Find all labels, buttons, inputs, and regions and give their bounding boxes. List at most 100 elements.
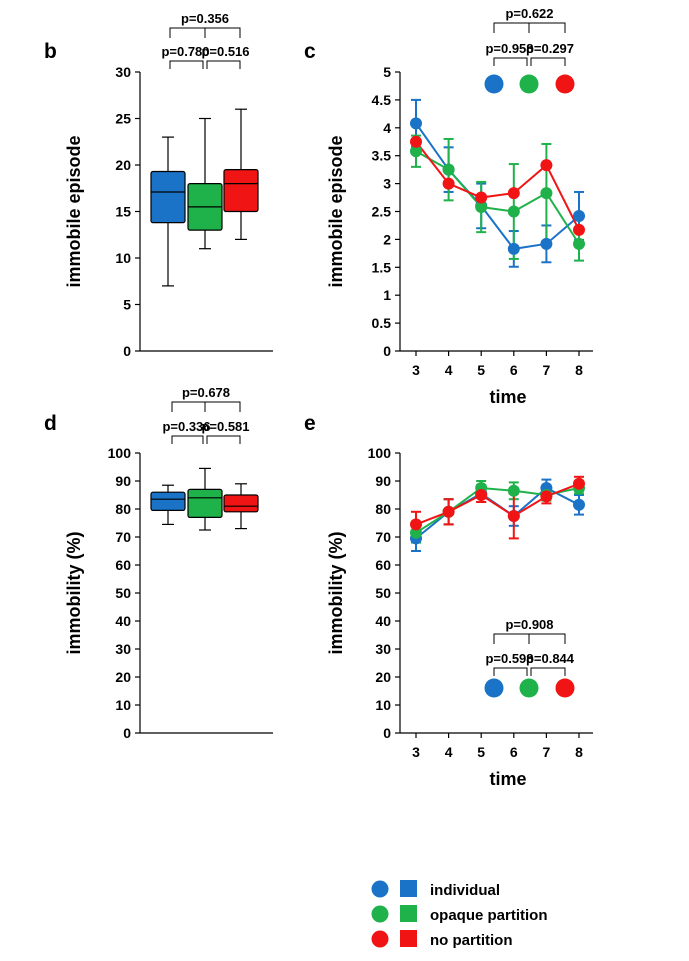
panel-b-ytick-label: 5 [123,297,131,313]
panel-c-point [573,223,585,236]
panel-c-ytick-label: 5 [383,64,391,80]
panel-e-ytick-label: 70 [375,529,391,545]
panel-c-ytick-label: 3.5 [372,148,392,164]
panel-b-ytick-label: 20 [115,157,131,173]
panel-b-bracket-top [169,27,241,38]
panel-c-ytick-label: 1.5 [372,259,392,275]
panel-d-ytick-label: 70 [115,529,131,545]
panel-e-point [573,477,585,490]
panel-c-ytick-label: 4.5 [372,92,392,108]
panel-e-xtick-label: 7 [543,744,551,760]
panel-c-ytick-label: 0 [383,343,391,359]
panel-c-legend-dot [555,74,575,94]
panel-d-ytick-label: 10 [115,697,131,713]
panel-d-box [150,491,186,512]
panel-b-ytick-label: 0 [123,343,131,359]
panel-c-series-line-1 [415,150,580,245]
legend-square-none [400,930,417,947]
panel-c-point [410,145,422,158]
panel-e-point [410,526,422,539]
panel-e-lineplot: 0 10 20 30 40 50 60 70 80 90 100 immobility (%) 3 4 5 6… [326,445,593,789]
panel-b-pvalue-top: p=0.356 [181,11,229,26]
panel-label-e: e [304,412,316,435]
legend-item-none: no partition [371,930,513,949]
panel-labels: b c d e [44,40,316,435]
panel-e-xtick-label: 6 [510,744,518,760]
legend-item-opaque: opaque partition [371,905,548,924]
panel-c-ytick-label: 1 [383,287,391,303]
panel-e-legend-dot [519,678,539,698]
panel-label-c: c [304,40,316,63]
panel-c-point [507,242,520,255]
panel-e-point [507,510,520,522]
panel-d-ytick-label: 50 [115,585,131,601]
panel-e-legend-dot [555,678,575,698]
panel-e-ytick-label: 20 [375,669,391,685]
panel-d-pvalue-left: p=0.336 [162,419,210,434]
panel-label-d: d [44,412,57,435]
panel-e-ytick-label: 40 [375,613,391,629]
panel-c-xtick-label: 8 [575,362,583,378]
panel-d-ytick-label: 60 [115,557,131,573]
legend-circle-individual [371,880,389,898]
panel-c-xtick-label: 5 [477,362,485,378]
legend-item-individual: individual [371,880,500,899]
legend-label-opaque: opaque partition [430,907,548,924]
panel-c-ytick-label: 2.5 [372,204,392,220]
panel-b-ytick-label: 15 [115,204,131,220]
panel-b-ytick-label: 25 [115,111,131,127]
panel-e-ytick-label: 0 [383,725,391,741]
panel-e-xtick-label: 8 [575,744,583,760]
panel-c-xtick-label: 6 [510,362,518,378]
legend-label-none: no partition [430,932,513,949]
panel-e-bracket-right [530,667,566,676]
panel-e-pvalue-right: p=0.844 [526,651,575,666]
panel-b-boxplot: 0 5 10 15 20 25 30 immobile episode p=0.356 p=0.7… [64,11,273,359]
panel-c-point [410,117,422,130]
panel-e-ytick-label: 80 [375,501,391,517]
panel-d-ytick-label: 0 [123,725,131,741]
panel-d-boxplot: 0 10 20 30 40 50 60 70 80 90 100 immobility (%) p=0.… [64,385,273,741]
panel-e-ytick-label: 50 [375,585,391,601]
panel-b-box [150,170,186,224]
panel-c-pvalue-left: p=0.958 [485,41,533,56]
panel-c-point [475,201,488,214]
panel-e-ytick-label: 90 [375,473,391,489]
panel-b-pvalue-right: p=0.516 [201,44,249,59]
panel-c-bracket-right [530,57,566,66]
panel-c-bracket-top [493,22,566,33]
panel-e-ytick-label: 100 [368,445,392,461]
panel-d-ytick-label: 90 [115,473,131,489]
panel-c-point [573,237,585,250]
panel-c-legend-dot [519,74,539,94]
legend-square-opaque [400,905,417,922]
panel-c-ytick-label: 0.5 [372,315,392,331]
panel-c-pvalue-right: p=0.297 [526,41,574,56]
panel-b-ylabel: immobile episode [64,135,84,287]
panel-e-xlabel: time [489,769,526,789]
panel-c-xtick-label: 4 [445,362,453,378]
panel-d-ytick-label: 100 [108,445,132,461]
panel-d-pvalue-right: p=0.581 [201,419,249,434]
panel-c-point [475,191,488,204]
panel-e-point [540,490,553,503]
panel-d-ytick-label: 30 [115,641,131,657]
panel-c-xlabel: time [489,387,526,407]
panel-c-ytick-label: 3 [383,176,391,192]
panel-b-pvalue-left: p=0.780 [161,44,209,59]
legend: individual opaque partition no partition [371,880,548,949]
panel-e-bracket-left [493,667,528,676]
panel-d-bracket-top [171,401,241,412]
panel-d-ytick-label: 20 [115,669,131,685]
panel-c-ytick-label: 2 [383,231,391,247]
panel-c-point [507,187,520,200]
panel-c-xtick-label: 7 [543,362,551,378]
panel-c-ytick-label: 4 [383,120,391,136]
panel-e-point [573,498,585,511]
panel-e-point [507,484,520,497]
legend-square-individual [400,880,417,897]
panel-d-ylabel: immobility (%) [64,531,84,654]
legend-label-individual: individual [430,882,500,899]
panel-d-box [187,488,223,518]
